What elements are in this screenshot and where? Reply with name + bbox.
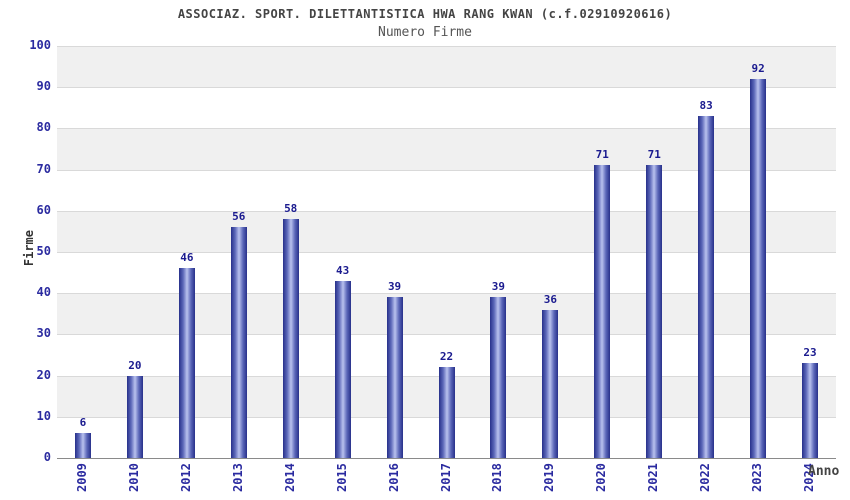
y-axis-tick-label: 10 bbox=[36, 408, 51, 423]
y-axis-tick-label: 70 bbox=[36, 161, 51, 176]
bar bbox=[438, 367, 455, 458]
x-axis-tick-label: 2013 bbox=[230, 463, 245, 492]
bar bbox=[542, 309, 559, 458]
y-axis-tick-label: 40 bbox=[36, 285, 51, 300]
bar bbox=[646, 165, 663, 458]
x-axis-tick-label: 2023 bbox=[750, 463, 765, 492]
x-axis-tick-label: 2016 bbox=[386, 463, 401, 492]
y-axis-tick-label: 60 bbox=[36, 202, 51, 217]
chart-subtitle: Numero Firme bbox=[378, 25, 472, 40]
chart-title: ASSOCIAZ. SPORT. DILETTANTISTICA HWA RAN… bbox=[177, 7, 673, 21]
x-axis-tick-label: 2021 bbox=[646, 463, 661, 492]
bar-value-label: 43 bbox=[336, 263, 350, 277]
x-axis-tick-label: 2019 bbox=[542, 463, 557, 492]
bar-value-label: 6 bbox=[79, 416, 87, 430]
bar bbox=[126, 375, 143, 458]
plot-band bbox=[57, 293, 836, 335]
plot-band bbox=[57, 169, 836, 211]
bar-value-label: 23 bbox=[803, 346, 817, 360]
plot-band bbox=[57, 210, 836, 252]
bar-value-label: 71 bbox=[647, 148, 661, 162]
x-axis-tick-label: 2015 bbox=[334, 463, 349, 492]
bar-value-label: 46 bbox=[180, 251, 194, 265]
y-axis-tick-label: 50 bbox=[36, 244, 51, 258]
bar-value-label: 22 bbox=[439, 350, 454, 364]
bar bbox=[750, 78, 767, 458]
bar bbox=[282, 219, 299, 458]
y-axis-tick-label: 0 bbox=[43, 450, 51, 464]
x-axis-tick-label: 2012 bbox=[178, 463, 193, 492]
bar-value-label: 20 bbox=[128, 358, 142, 372]
bar bbox=[490, 297, 507, 458]
x-axis-tick-label: 2009 bbox=[74, 463, 89, 492]
bar bbox=[698, 116, 715, 458]
x-axis-tick-label: 2018 bbox=[490, 463, 505, 492]
x-axis-tick-label: 2020 bbox=[594, 463, 609, 492]
y-axis-title: Firme bbox=[22, 230, 36, 267]
gridline bbox=[57, 210, 836, 212]
bar-value-label: 36 bbox=[543, 292, 557, 306]
bar bbox=[386, 297, 403, 458]
x-axis-tick-label: 2014 bbox=[282, 463, 297, 492]
y-axis-tick-label: 30 bbox=[36, 326, 51, 341]
y-axis-tick-label: 20 bbox=[36, 367, 51, 382]
bar-value-label: 56 bbox=[232, 210, 246, 224]
x-axis-title: Anno bbox=[808, 464, 840, 479]
bar bbox=[594, 165, 611, 458]
gridline bbox=[57, 169, 836, 171]
x-axis-tick-label: 2017 bbox=[438, 463, 453, 492]
bar bbox=[178, 268, 195, 458]
y-axis-tick-label: 100 bbox=[29, 38, 51, 52]
gridline bbox=[57, 128, 836, 130]
bar bbox=[334, 280, 351, 458]
y-axis-tick-label: 80 bbox=[36, 120, 51, 135]
plot-band bbox=[57, 46, 836, 88]
bar bbox=[230, 227, 247, 458]
gridline bbox=[57, 252, 836, 253]
gridline bbox=[57, 334, 836, 336]
bar-value-label: 83 bbox=[699, 99, 713, 113]
bar-value-label: 58 bbox=[284, 202, 298, 216]
plot-band bbox=[57, 128, 836, 170]
bar-value-label: 71 bbox=[595, 148, 609, 162]
bar-value-label: 39 bbox=[491, 280, 506, 294]
bar-value-label: 39 bbox=[387, 280, 402, 294]
x-axis-tick-label: 2010 bbox=[126, 463, 141, 492]
gridline bbox=[57, 87, 836, 89]
x-axis-tick-label: 2022 bbox=[698, 463, 713, 492]
gridline bbox=[57, 293, 836, 295]
plot-area bbox=[57, 46, 836, 459]
bar bbox=[802, 363, 819, 458]
bar bbox=[74, 433, 91, 458]
y-axis-tick-label: 90 bbox=[36, 79, 51, 94]
bar-value-label: 92 bbox=[751, 61, 765, 75]
gridline bbox=[57, 46, 836, 47]
